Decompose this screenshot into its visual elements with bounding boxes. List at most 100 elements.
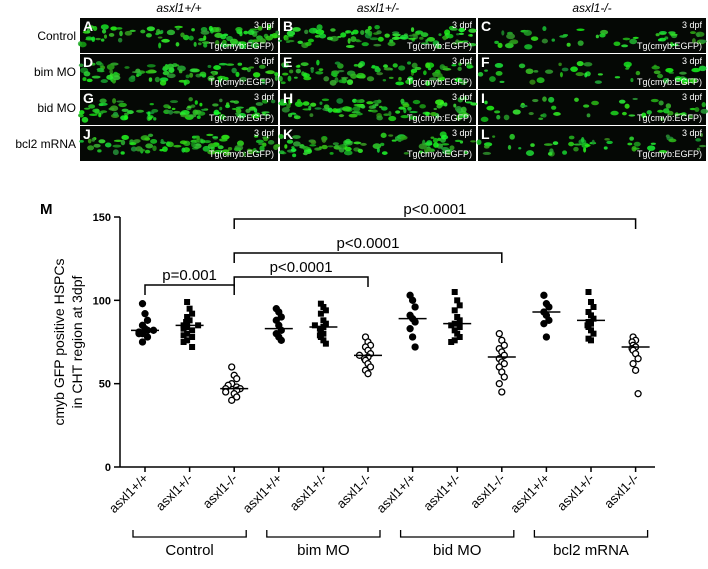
gfp-cell — [494, 40, 499, 45]
gfp-cell — [267, 140, 275, 145]
gfp-cell — [340, 32, 347, 38]
data-point — [588, 337, 594, 344]
gfp-cell — [367, 25, 372, 31]
data-point — [366, 363, 375, 371]
panel-letter: K — [283, 126, 293, 142]
gfp-cell — [194, 100, 198, 105]
gfp-cell — [218, 113, 226, 120]
gfp-cell — [319, 101, 323, 105]
gfp-cell — [662, 77, 670, 84]
data-point — [277, 313, 285, 321]
data-point — [448, 322, 455, 329]
y-tick-label: 50 — [99, 379, 111, 391]
gfp-cell — [352, 29, 359, 35]
gfp-cell — [694, 107, 700, 113]
gfp-cell — [641, 112, 647, 119]
gfp-cell — [179, 140, 188, 145]
gfp-cell — [250, 42, 260, 49]
gfp-cell — [339, 144, 346, 148]
stage-label: 3 dpf — [682, 92, 703, 102]
gfp-cell — [242, 151, 246, 157]
gfp-cell — [340, 76, 349, 80]
gfp-cell — [551, 105, 557, 110]
gfp-cell — [410, 27, 415, 33]
gfp-cell — [137, 148, 146, 152]
data-point — [500, 341, 508, 349]
gfp-cell — [347, 38, 351, 44]
gfp-cell — [147, 69, 156, 74]
gfp-cell — [97, 149, 102, 153]
gfp-cell — [293, 76, 298, 79]
data-point — [411, 343, 419, 351]
gfp-cell — [544, 69, 554, 74]
panel-label: M — [40, 201, 53, 218]
gfp-cell — [206, 133, 214, 137]
gfp-cell — [199, 73, 204, 76]
gfp-cell — [559, 71, 563, 78]
gfp-cell — [679, 71, 687, 75]
gfp-cell — [395, 110, 401, 114]
panel-letter: G — [83, 90, 94, 106]
data-point — [135, 330, 143, 338]
gfp-cell — [691, 67, 701, 73]
gfp-cell — [128, 76, 136, 83]
gfp-cell — [552, 141, 559, 146]
gfp-cell — [323, 104, 330, 110]
gfp-cell — [124, 30, 133, 36]
gfp-cell — [369, 37, 379, 41]
gfp-cell — [302, 101, 310, 106]
gfp-cell — [344, 146, 352, 152]
gfp-cell — [345, 44, 355, 48]
data-point — [588, 327, 594, 334]
gfp-cell — [477, 72, 484, 77]
gfp-cell — [278, 39, 283, 42]
data-point — [454, 330, 461, 337]
group-label: Control — [165, 542, 213, 559]
gfp-cell — [255, 150, 261, 154]
gfp-cell — [407, 76, 414, 82]
column-header: asxl1+/- — [357, 1, 399, 15]
gfp-cell — [201, 41, 211, 45]
gfp-cell — [172, 110, 181, 114]
y-tick-label: 100 — [93, 295, 111, 307]
gfp-cell — [173, 144, 182, 148]
gfp-cell — [274, 75, 278, 81]
gfp-cell — [271, 33, 278, 39]
x-tick-label: asxl1-/- — [200, 471, 241, 512]
gfp-cell — [256, 35, 263, 40]
column-header: asxl1-/- — [572, 1, 611, 15]
gfp-cell — [257, 26, 263, 31]
gfp-cell — [570, 66, 578, 72]
data-point — [184, 320, 191, 327]
gfp-cell — [79, 110, 85, 115]
gfp-cell — [235, 27, 243, 32]
gfp-cell — [657, 109, 664, 113]
gfp-cell — [103, 34, 108, 39]
gfp-cell — [95, 61, 102, 66]
gfp-cell — [337, 69, 345, 73]
gfp-cell — [278, 150, 285, 155]
data-point — [184, 330, 191, 337]
data-point — [228, 396, 236, 404]
data-point — [451, 337, 458, 344]
gfp-cell — [310, 140, 317, 145]
data-point — [320, 330, 327, 337]
gfp-cell — [223, 151, 232, 156]
gfp-cell — [155, 32, 159, 36]
data-point — [500, 373, 508, 381]
y-tick-label: 150 — [93, 212, 111, 224]
gfp-cell — [449, 27, 458, 31]
gfp-cell — [131, 71, 141, 74]
gfp-cell — [87, 25, 95, 30]
gfp-cell — [237, 41, 247, 47]
gfp-cell — [112, 111, 119, 117]
data-point — [542, 333, 551, 341]
gfp-cell — [625, 67, 630, 70]
gfp-cell — [212, 103, 219, 107]
gfp-cell — [376, 30, 382, 35]
gfp-cell — [506, 33, 516, 40]
gfp-cell — [391, 36, 400, 41]
gfp-cell — [296, 98, 301, 104]
gfp-cell — [224, 43, 231, 47]
gfp-cell — [162, 65, 170, 69]
